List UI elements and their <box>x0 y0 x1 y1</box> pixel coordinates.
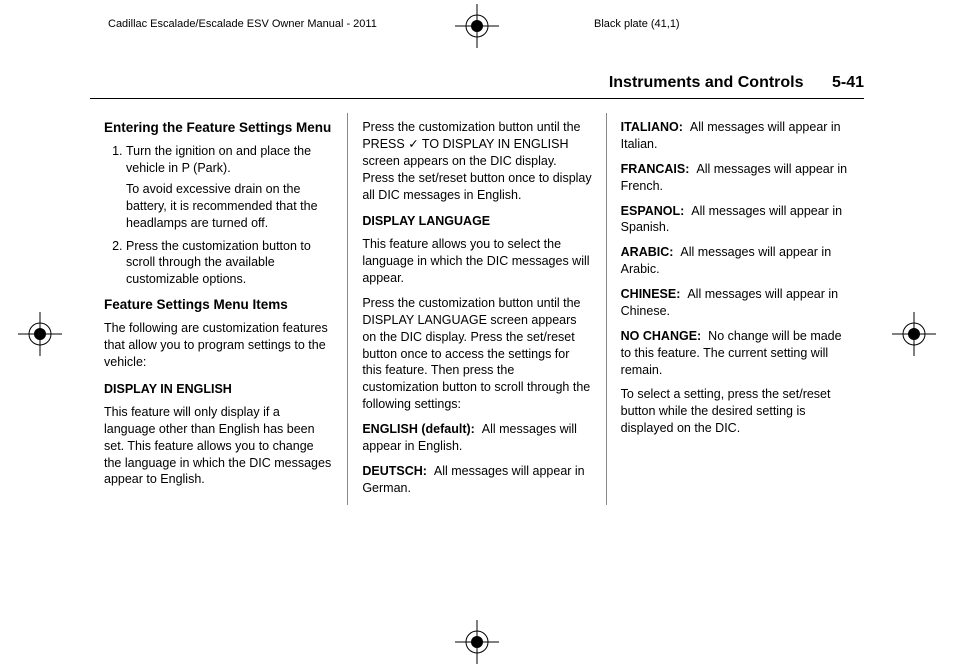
page-frame: Instruments and Controls 5-41 Entering t… <box>90 74 864 594</box>
registration-mark-icon <box>455 4 499 48</box>
column-2: Press the customization button until the… <box>347 113 605 505</box>
display-english-desc: This feature will only display if a lang… <box>104 404 333 488</box>
step-1: Turn the ignition on and place the vehic… <box>126 143 333 231</box>
feature-items-intro: The following are customization features… <box>104 320 333 371</box>
registration-mark-icon <box>892 312 936 356</box>
steps-list: Turn the ignition on and place the vehic… <box>104 143 333 288</box>
display-language-desc: This feature allows you to select the la… <box>362 236 591 287</box>
nochange-label: NO CHANGE: <box>621 329 702 343</box>
page-number: 5-41 <box>832 74 864 91</box>
step-1-note: To avoid excessive drain on the battery,… <box>126 181 333 232</box>
step-2: Press the customization button to scroll… <box>126 238 333 289</box>
subhead-display-language: DISPLAY LANGUAGE <box>362 213 591 230</box>
chinese-label: CHINESE: <box>621 287 681 301</box>
francais-option: FRANCAIS: All messages will appear in Fr… <box>621 161 850 195</box>
press-check-para: Press the customization button until the… <box>362 119 591 203</box>
subhead-display-english: DISPLAY IN ENGLISH <box>104 381 333 398</box>
italiano-label: ITALIANO: <box>621 120 683 134</box>
heading-feature-items: Feature Settings Menu Items <box>104 296 333 314</box>
italiano-option: ITALIANO: All messages will appear in It… <box>621 119 850 153</box>
deutsch-option: DEUTSCH: All messages will appear in Ger… <box>362 463 591 497</box>
arabic-label: ARABIC: <box>621 245 674 259</box>
deutsch-label: DEUTSCH: <box>362 464 427 478</box>
column-1: Entering the Feature Settings Menu Turn … <box>90 113 347 505</box>
select-setting-instr: To select a setting, press the set/reset… <box>621 386 850 437</box>
registration-mark-icon <box>18 312 62 356</box>
chinese-option: CHINESE: All messages will appear in Chi… <box>621 286 850 320</box>
arabic-option: ARABIC: All messages will appear in Arab… <box>621 244 850 278</box>
manual-title: Cadillac Escalade/Escalade ESV Owner Man… <box>108 18 377 30</box>
columns: Entering the Feature Settings Menu Turn … <box>90 113 864 505</box>
espanol-label: ESPANOL: <box>621 204 685 218</box>
nochange-option: NO CHANGE: No change will be made to thi… <box>621 328 850 379</box>
step-2-text: Press the customization button to scroll… <box>126 239 311 287</box>
english-label: ENGLISH (default): <box>362 422 475 436</box>
display-language-instr: Press the customization button until the… <box>362 295 591 413</box>
english-option: ENGLISH (default): All messages will app… <box>362 421 591 455</box>
section-title: Instruments and Controls <box>609 74 804 91</box>
running-head: Instruments and Controls 5-41 <box>90 74 864 99</box>
step-1-text: Turn the ignition on and place the vehic… <box>126 144 311 175</box>
francais-label: FRANCAIS: <box>621 162 690 176</box>
registration-mark-icon <box>455 620 499 664</box>
plate-info: Black plate (41,1) <box>594 18 680 30</box>
check-icon: ✓ <box>408 137 418 151</box>
column-3: ITALIANO: All messages will appear in It… <box>606 113 864 505</box>
heading-entering-menu: Entering the Feature Settings Menu <box>104 119 333 137</box>
espanol-option: ESPANOL: All messages will appear in Spa… <box>621 203 850 237</box>
